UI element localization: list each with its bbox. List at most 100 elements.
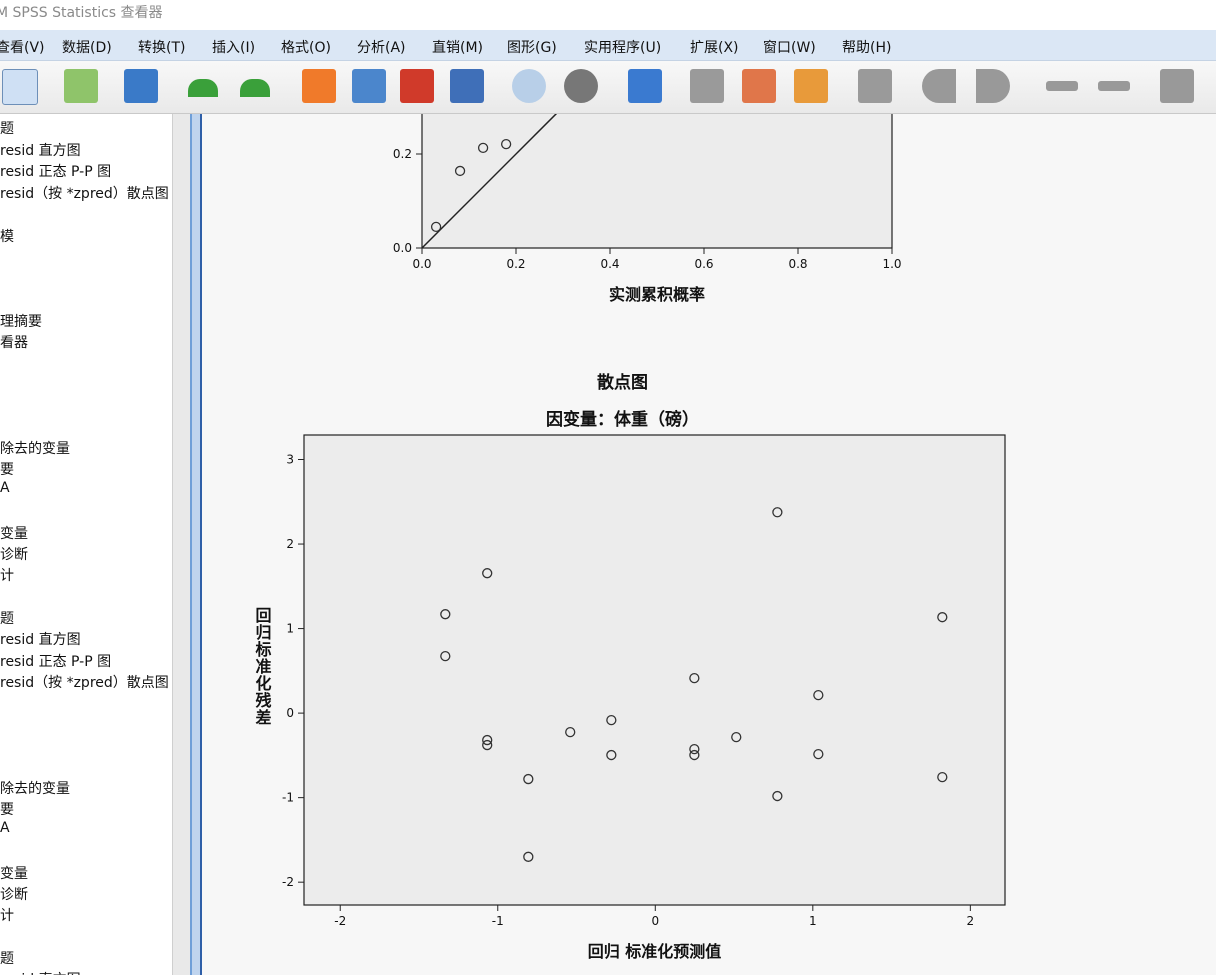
- data-point: [482, 739, 493, 751]
- menu-item[interactable]: 帮助(H): [842, 40, 892, 56]
- data-point: [440, 650, 451, 662]
- data-point: [454, 165, 466, 177]
- outline-item[interactable]: A: [0, 820, 10, 836]
- tool-button[interactable]: [976, 69, 1010, 103]
- tool-button[interactable]: [352, 69, 386, 103]
- menu-item[interactable]: 数据(D): [62, 40, 112, 56]
- data-point: [482, 568, 493, 579]
- data-point: [606, 714, 617, 726]
- outline-item[interactable]: resid 正态 P-P 图: [0, 164, 112, 180]
- data-point: [772, 507, 783, 518]
- title-bar: M SPSS Statistics 查看器: [0, 0, 1216, 30]
- tool-button[interactable]: [302, 69, 336, 103]
- window-title: M SPSS Statistics 查看器: [0, 5, 163, 21]
- tool-button[interactable]: [922, 69, 956, 103]
- y-tick-label: 0: [286, 706, 294, 720]
- data-point: [689, 749, 700, 761]
- outline-item[interactable]: resid 直方图: [0, 632, 81, 648]
- outline-item[interactable]: 变量: [0, 866, 28, 882]
- y-tick-label: 1: [286, 622, 294, 636]
- tool-button[interactable]: [1098, 81, 1130, 91]
- outline-item[interactable]: resid 直方图: [0, 969, 81, 975]
- tool-button[interactable]: [1160, 69, 1194, 103]
- tool-button[interactable]: [690, 69, 724, 103]
- menu-item[interactable]: 分析(A): [357, 40, 406, 56]
- tool-button[interactable]: [240, 79, 270, 97]
- data-point: [937, 771, 948, 783]
- menu-item[interactable]: 查看(V): [0, 40, 45, 56]
- tool-button[interactable]: [2, 69, 38, 105]
- outline-item[interactable]: 题: [0, 951, 14, 967]
- tool-button[interactable]: [858, 69, 892, 103]
- data-point: [500, 138, 512, 150]
- menu-item[interactable]: 转换(T): [138, 40, 186, 56]
- tool-button[interactable]: [1046, 81, 1078, 91]
- tool-button[interactable]: [628, 69, 662, 103]
- x-tick-label: 0.8: [788, 257, 807, 271]
- outline-item[interactable]: 模: [0, 229, 14, 245]
- data-point: [440, 609, 451, 620]
- tool-button[interactable]: [794, 69, 828, 103]
- x-tick-label: 0.6: [694, 257, 713, 271]
- outline-item[interactable]: 除去的变量: [0, 781, 70, 797]
- outline-item[interactable]: 题: [0, 121, 14, 137]
- menu-item[interactable]: 实用程序(U): [584, 40, 662, 56]
- data-point: [731, 731, 742, 743]
- data-point: [813, 748, 824, 760]
- data-point: [565, 726, 576, 738]
- splitter[interactable]: [190, 114, 200, 975]
- menu-bar: 查看(V) 数据(D) 转换(T) 插入(I) 格式(O) 分析(A) 直销(M) 图形(G)…: [0, 30, 1216, 61]
- menu-item[interactable]: 直销(M): [432, 40, 484, 56]
- outline-item[interactable]: resid（按 *zpred）散点图: [0, 675, 169, 691]
- data-point: [606, 749, 617, 761]
- chart-subtitle: 因变量：体重（磅）: [546, 409, 699, 430]
- menu-item[interactable]: 扩展(X): [690, 40, 739, 56]
- chart-title: 散点图: [597, 372, 648, 393]
- reference-line: [421, 114, 558, 249]
- tool-button[interactable]: [400, 69, 434, 103]
- tool-button[interactable]: [450, 69, 484, 103]
- x-tick-label: 2: [967, 914, 975, 928]
- data-point: [772, 790, 783, 802]
- plot-area: [303, 434, 1006, 906]
- menu-item[interactable]: 图形(G): [507, 40, 557, 56]
- outline-item[interactable]: 计: [0, 908, 14, 924]
- outline-item[interactable]: resid（按 *zpred）散点图: [0, 186, 169, 202]
- tool-button[interactable]: [512, 69, 546, 103]
- outline-item[interactable]: 题: [0, 611, 14, 627]
- tool-button[interactable]: [124, 69, 158, 103]
- x-axis-label: 实测累积概率: [609, 285, 705, 304]
- outline-item[interactable]: resid 直方图: [0, 143, 81, 159]
- tool-button[interactable]: [188, 79, 218, 97]
- menu-item[interactable]: 格式(O): [281, 40, 331, 56]
- data-point: [937, 612, 948, 623]
- menu-item[interactable]: 插入(I): [212, 40, 256, 56]
- menu-item[interactable]: 窗口(W): [763, 40, 816, 56]
- y-tick-label: -2: [282, 875, 294, 889]
- outline-item[interactable]: 诊断: [0, 547, 28, 563]
- outline-pane: 题 resid 直方图 resid 正态 P-P 图 resid（按 *zpred）散…: [0, 114, 172, 975]
- x-tick-label: 0.2: [506, 257, 525, 271]
- y-axis-label: 回归标准化残差: [253, 607, 273, 726]
- outline-item[interactable]: 除去的变量: [0, 441, 70, 457]
- tool-button[interactable]: [564, 69, 598, 103]
- outline-item[interactable]: 理摘要: [0, 314, 42, 330]
- x-tick-label: 1.0: [882, 257, 901, 271]
- scrollbar[interactable]: [172, 114, 191, 975]
- tool-button[interactable]: [742, 69, 776, 103]
- plot-area: [421, 114, 893, 249]
- outline-item[interactable]: 看器: [0, 335, 28, 351]
- data-point: [813, 689, 824, 701]
- outline-item[interactable]: 计: [0, 568, 14, 584]
- data-point: [523, 773, 534, 785]
- outline-item[interactable]: A: [0, 480, 10, 496]
- outline-item[interactable]: 诊断: [0, 887, 28, 903]
- outline-item[interactable]: 变量: [0, 526, 28, 542]
- tool-button[interactable]: [64, 69, 98, 103]
- x-tick-label: -2: [334, 914, 346, 928]
- x-axis-label: 回归 标准化预测值: [588, 942, 722, 961]
- outline-item[interactable]: resid 正态 P-P 图: [0, 654, 112, 670]
- outline-item[interactable]: 要: [0, 462, 14, 478]
- outline-item[interactable]: 要: [0, 802, 14, 818]
